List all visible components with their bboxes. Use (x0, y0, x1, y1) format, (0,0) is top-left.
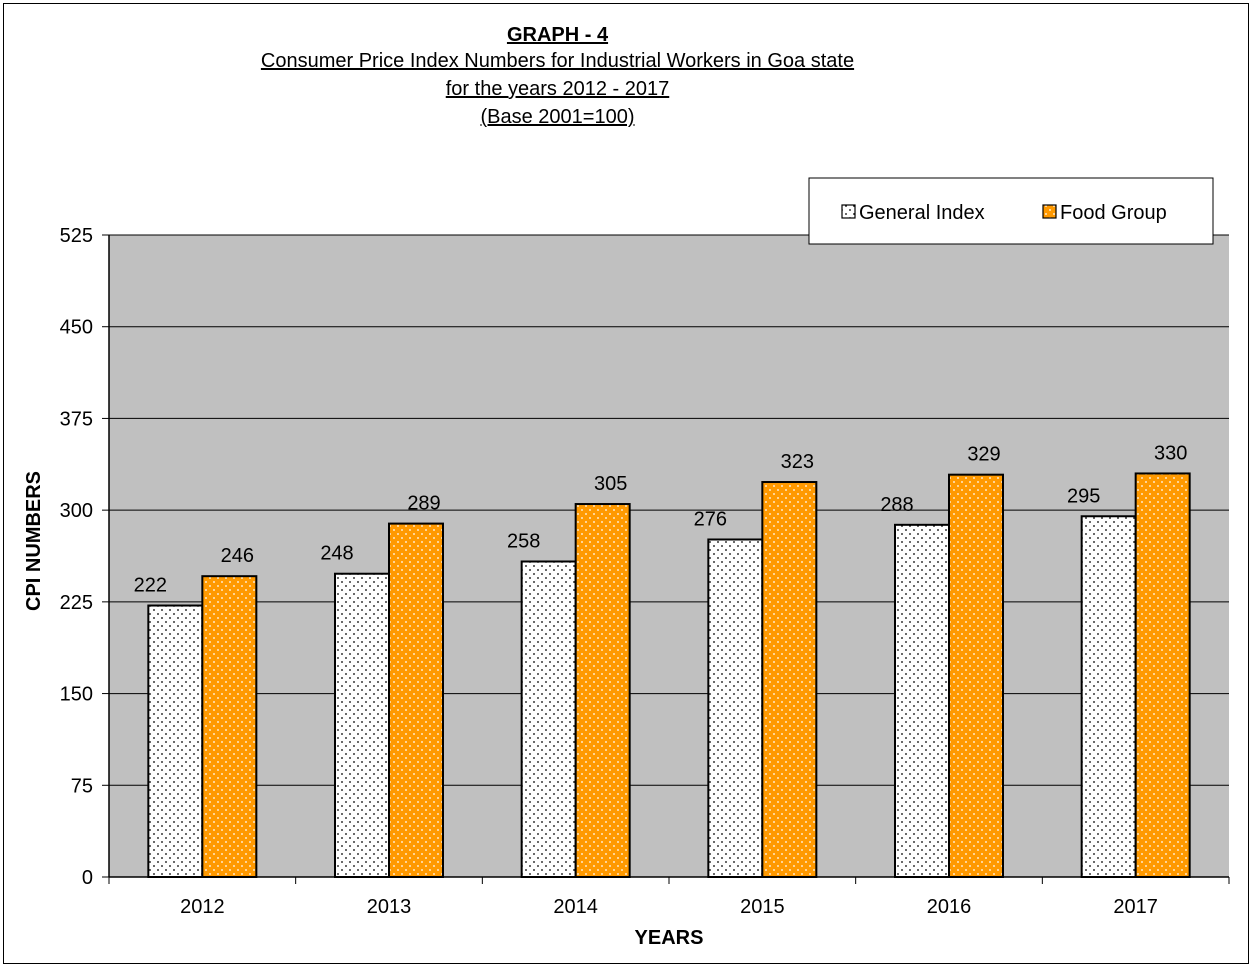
bar-food-group (1134, 472, 1191, 878)
bar-general-index (147, 604, 204, 878)
bar-food-group (574, 503, 631, 878)
y-axis-title: CPI NUMBERS (23, 471, 45, 611)
data-label: 276 (694, 508, 727, 530)
x-tick-label: 2014 (553, 896, 598, 918)
tick-labels: 0 75 150 225 300 375 450 525 2012 2013 2014 2015 201… (60, 225, 1230, 918)
x-tick-label: 2017 (1113, 896, 1158, 918)
x-tick-label: 2012 (180, 896, 225, 918)
y-tick-label: 300 (60, 500, 93, 522)
y-tick-label: 450 (60, 317, 93, 339)
data-label: 295 (1067, 485, 1100, 507)
data-labels: 222 246 248 289 258 305 276 323 288 329 295 330 (134, 442, 1188, 596)
y-tick-label: 375 (60, 408, 93, 430)
chart-subtitle-line-3: (Base 2001=100) (480, 106, 635, 128)
data-label: 258 (507, 531, 540, 553)
bar-general-index (894, 523, 950, 878)
data-label: 323 (781, 451, 814, 473)
gridlines (109, 234, 1229, 786)
bar-food-group (761, 481, 818, 878)
y-tick-label: 75 (71, 775, 93, 797)
legend-label: Food Group (1060, 202, 1167, 224)
bar-general-index (334, 572, 390, 879)
data-label: 246 (221, 545, 254, 567)
legend-swatch-food (1042, 204, 1057, 219)
plot-area (109, 235, 1229, 877)
chart-subtitle-line-2: for the years 2012 - 2017 (445, 78, 670, 100)
y-tick-label: 225 (60, 592, 93, 614)
x-tick-label: 2015 (740, 896, 785, 918)
legend-box (808, 177, 1214, 245)
x-tick-label: 2013 (367, 896, 412, 918)
legend-label: General Index (859, 202, 985, 224)
data-label: 330 (1154, 442, 1187, 464)
bar-general-index (520, 560, 577, 878)
chart-title: GRAPH - 4 (506, 24, 609, 46)
chart-subtitle-line-1: Consumer Price Index Numbers for Industr… (260, 50, 855, 72)
data-label: 329 (967, 444, 1000, 466)
data-label: 222 (134, 575, 167, 597)
legend-swatch-general (841, 204, 856, 219)
bar-food-group (948, 473, 1004, 878)
bar-general-index (707, 538, 764, 879)
y-tick-label: 525 (60, 225, 93, 247)
y-tick-label: 0 (82, 867, 93, 889)
bar-food-group (388, 522, 444, 878)
data-label: 289 (407, 493, 440, 515)
data-label: 305 (594, 473, 627, 495)
legend: General Index Food Group (808, 177, 1214, 245)
x-tick-label: 2016 (927, 896, 972, 918)
data-label: 248 (320, 543, 353, 565)
data-label: 288 (880, 494, 913, 516)
y-tick-label: 150 (60, 684, 93, 706)
bars (147, 472, 1191, 879)
bar-general-index (1080, 515, 1137, 878)
bar-food-group (201, 575, 258, 878)
x-axis-title: YEARS (635, 927, 704, 949)
